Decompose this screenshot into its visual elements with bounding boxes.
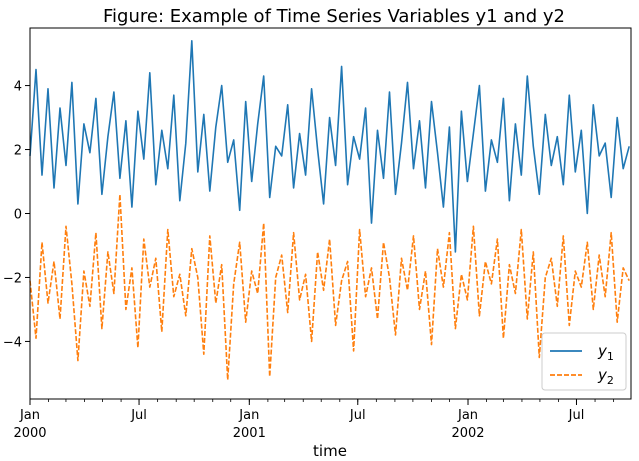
x-tick-label-month: Jul [349,408,366,423]
x-tick-label-month: Jul [130,408,147,423]
y-tick-label: 0 [14,208,22,223]
x-tick-label-month: Jan [457,408,478,423]
y-tick-label: −2 [3,271,22,286]
y-tick-label: 2 [14,144,22,159]
legend-box [541,332,627,391]
x-tick-label-year: 2002 [451,426,484,441]
x-tick-label-month: Jan [19,408,40,423]
legend-subscript-y2: 2 [607,374,614,387]
x-tick-label-year: 2001 [233,426,266,441]
y-tick-label: 4 [14,80,22,95]
x-tick-label-month: Jul [568,408,585,423]
x-tick-label-month: Jan [238,408,259,423]
chart-title: Figure: Example of Time Series Variables… [103,6,565,27]
series-y2-line [29,193,630,381]
x-tick-label-year: 2000 [13,426,46,441]
series-y1-line [29,39,630,253]
legend-subscript-y1: 1 [607,350,614,363]
y-tick-label: −4 [3,335,22,350]
x-axis-label: time [313,442,347,460]
